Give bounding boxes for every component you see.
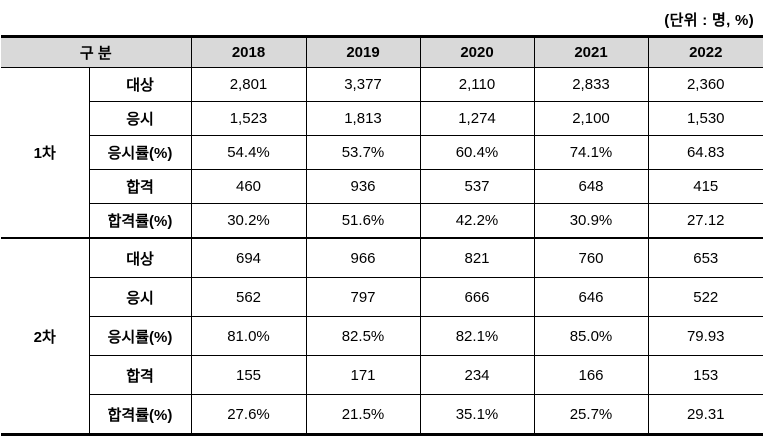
table-cell: 81.0% xyxy=(190,316,307,356)
table-cell: 35.1% xyxy=(419,394,535,435)
table-cell: 51.6% xyxy=(305,203,421,239)
table-row: 2차 대상 694 966 821 760 653 xyxy=(1,237,763,435)
table-row: 응시률(%) 81.0% 82.5% 82.1% 85.0% 79.93 xyxy=(1,316,763,356)
table-cell: 2,110 xyxy=(419,67,535,102)
table-row: 1차 대상 2,801 3,377 2,110 2,833 2,360 xyxy=(1,67,763,239)
table-cell: 2,360 xyxy=(647,67,763,102)
table-header: 구 분 2018 2019 2020 2021 2022 xyxy=(1,36,763,68)
header-year-2020: 2020 xyxy=(419,36,535,68)
table-cell: 27.12 xyxy=(647,203,763,239)
table-cell: 1,530 xyxy=(647,101,763,136)
table-cell: 936 xyxy=(305,169,421,204)
row-label: 응시 xyxy=(89,101,192,136)
row-label: 응시률(%) xyxy=(89,316,192,356)
group-1cha: 1차 대상 2,801 3,377 2,110 2,833 2,360 응시 1… xyxy=(1,67,763,239)
table-cell: 85.0% xyxy=(533,316,649,356)
group-label-2cha: 2차 xyxy=(1,237,90,435)
table-cell: 234 xyxy=(419,355,535,395)
table-cell: 3,377 xyxy=(305,67,421,102)
table-cell: 653 xyxy=(647,237,763,278)
row-label: 대상 xyxy=(88,67,192,102)
header-gubun: 구 분 xyxy=(1,36,192,68)
table-cell: 760 xyxy=(533,237,649,278)
table-cell: 53.7% xyxy=(305,135,421,170)
header-year-2019: 2019 xyxy=(305,36,421,68)
table-cell: 42.2% xyxy=(419,203,535,239)
header-year-2018: 2018 xyxy=(190,36,307,68)
table-cell: 30.9% xyxy=(533,203,649,239)
header-year-2022: 2022 xyxy=(647,36,763,68)
table-cell: 1,274 xyxy=(419,101,535,136)
row-label: 대상 xyxy=(88,237,192,278)
table-row: 합격률(%) 30.2% 51.6% 42.2% 30.9% 27.12 xyxy=(1,203,763,239)
statistics-table: 구 분 2018 2019 2020 2021 2022 1차 대상 2,801… xyxy=(1,35,763,436)
table-cell: 79.93 xyxy=(647,316,763,356)
row-label: 응시률(%) xyxy=(89,135,192,170)
table-cell: 522 xyxy=(647,277,763,317)
unit-label: (단위 : 명, %) xyxy=(664,12,754,29)
table-cell: 797 xyxy=(305,277,421,317)
table-cell: 2,833 xyxy=(533,67,649,102)
row-label: 합격률(%) xyxy=(89,203,192,239)
table-cell: 25.7% xyxy=(533,394,649,435)
table-cell: 64.83 xyxy=(647,135,763,170)
table-cell: 646 xyxy=(533,277,649,317)
table-cell: 460 xyxy=(190,169,307,204)
table-cell: 821 xyxy=(419,237,535,278)
table-row: 합격 155 171 234 166 153 xyxy=(1,355,763,395)
table-cell: 966 xyxy=(305,237,421,278)
table-cell: 166 xyxy=(533,355,649,395)
table-row: 합격률(%) 27.6% 21.5% 35.1% 25.7% 29.31 xyxy=(1,394,763,435)
header-year-2021: 2021 xyxy=(533,36,649,68)
table-cell: 666 xyxy=(419,277,535,317)
table-row: 응시 1,523 1,813 1,274 2,100 1,530 xyxy=(1,101,763,136)
table-cell: 60.4% xyxy=(419,135,535,170)
table-row: 응시 562 797 666 646 522 xyxy=(1,277,763,317)
table-cell: 537 xyxy=(419,169,535,204)
table-cell: 82.5% xyxy=(305,316,421,356)
table-cell: 21.5% xyxy=(305,394,421,435)
table-cell: 648 xyxy=(533,169,649,204)
table-cell: 2,100 xyxy=(533,101,649,136)
table-cell: 1,813 xyxy=(305,101,421,136)
table-cell: 30.2% xyxy=(190,203,307,239)
table-cell: 1,523 xyxy=(190,101,307,136)
table-cell: 171 xyxy=(305,355,421,395)
table-cell: 29.31 xyxy=(647,394,763,435)
group-2cha: 2차 대상 694 966 821 760 653 응시 562 797 666… xyxy=(1,237,763,435)
row-label: 합격률(%) xyxy=(89,394,192,435)
row-label: 응시 xyxy=(89,277,192,317)
table-cell: 415 xyxy=(647,169,763,204)
table-cell: 2,801 xyxy=(190,67,307,102)
table-cell: 82.1% xyxy=(419,316,535,356)
table-cell: 694 xyxy=(190,237,307,278)
table-cell: 54.4% xyxy=(190,135,307,170)
table-cell: 155 xyxy=(190,355,307,395)
table-row: 응시률(%) 54.4% 53.7% 60.4% 74.1% 64.83 xyxy=(1,135,763,170)
table-cell: 562 xyxy=(190,277,307,317)
table-cell: 153 xyxy=(647,355,763,395)
table-cell: 74.1% xyxy=(533,135,649,170)
group-label-1cha: 1차 xyxy=(1,67,90,239)
row-label: 합격 xyxy=(89,169,192,204)
table-row: 합격 460 936 537 648 415 xyxy=(1,169,763,204)
header-row: 구 분 2018 2019 2020 2021 2022 xyxy=(1,36,763,68)
row-label: 합격 xyxy=(89,355,192,395)
table-cell: 27.6% xyxy=(190,394,307,435)
